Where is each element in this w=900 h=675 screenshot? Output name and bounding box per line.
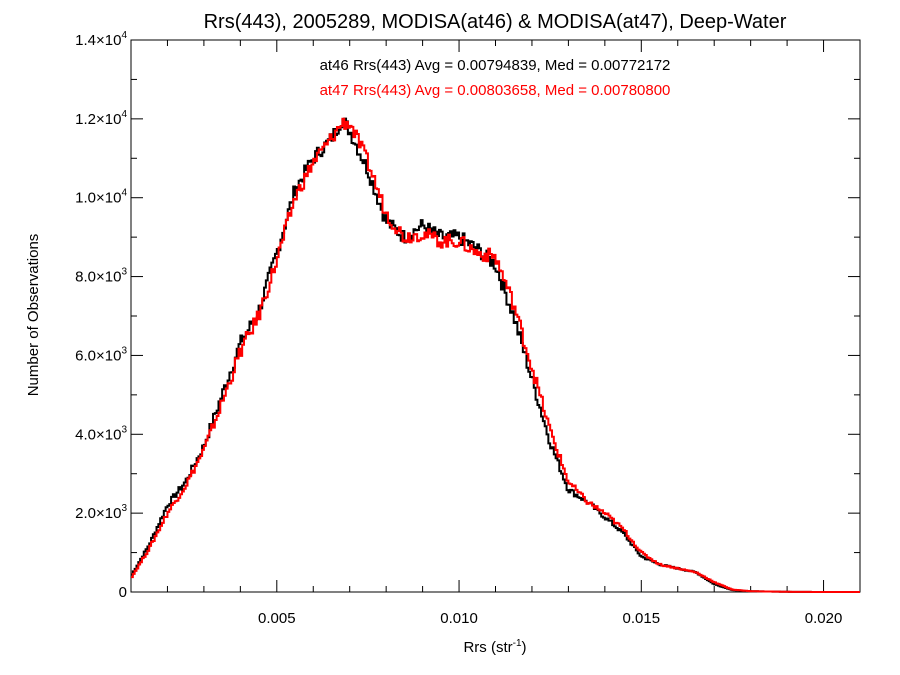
y-tick-label: 0 [119, 584, 127, 601]
y-tick-label: 1.2×104 [75, 109, 127, 128]
y-tick-label: 2.0×103 [75, 503, 127, 522]
y-tick-exponent: 4 [121, 30, 127, 41]
y-tick-mantissa: 0 [119, 584, 127, 601]
y-tick-mantissa: 4.0×10 [75, 426, 121, 443]
y-tick-mantissa: 1.4×10 [75, 32, 121, 49]
y-tick-mantissa: 8.0×10 [75, 269, 121, 286]
y-tick-mantissa: 1.0×10 [75, 190, 121, 207]
plot-frame [130, 39, 861, 593]
x-tick-label: 0.015 [623, 610, 661, 627]
y-tick-exponent: 3 [121, 345, 127, 356]
x-axis-label-sup: -1 [513, 638, 522, 649]
y-tick-exponent: 3 [121, 503, 127, 514]
y-tick-label: 1.0×104 [75, 188, 127, 207]
y-tick-label: 4.0×103 [75, 424, 127, 443]
y-tick-exponent: 4 [121, 188, 127, 199]
x-axis-label-main: Rrs (str [463, 639, 512, 656]
chart-title: Rrs(443), 2005289, MODISA(at46) & MODISA… [204, 11, 787, 33]
x-tick-label: 0.005 [258, 610, 296, 627]
x-tick-label: 0.020 [805, 610, 843, 627]
y-tick-exponent: 3 [121, 424, 127, 435]
y-tick-exponent: 3 [121, 267, 127, 278]
y-tick-label: 8.0×103 [75, 267, 127, 286]
axis-ticks [130, 39, 861, 593]
y-tick-label: 1.4×104 [75, 30, 127, 49]
y-tick-mantissa: 1.2×10 [75, 111, 121, 128]
x-axis-label-suffix: ) [522, 639, 527, 656]
y-tick-label: 6.0×103 [75, 345, 127, 364]
y-tick-exponent: 4 [121, 109, 127, 120]
x-axis-label: Rrs (str-1) [463, 638, 526, 656]
y-axis-label: Number of Observations [25, 234, 42, 397]
annotation-at47: at47 Rrs(443) Avg = 0.00803658, Med = 0.… [320, 82, 671, 99]
x-tick-label: 0.010 [440, 610, 478, 627]
y-tick-mantissa: 2.0×10 [75, 505, 121, 522]
series-at47-histogram [131, 117, 860, 593]
y-tick-mantissa: 6.0×10 [75, 347, 121, 364]
series-layer [131, 117, 860, 593]
tick-labels: 0.005 0.010 0.015 0.02002.0×1034.0×1036.0×1… [75, 30, 842, 627]
annotation-at46: at46 Rrs(443) Avg = 0.00794839, Med = 0.… [320, 57, 671, 74]
